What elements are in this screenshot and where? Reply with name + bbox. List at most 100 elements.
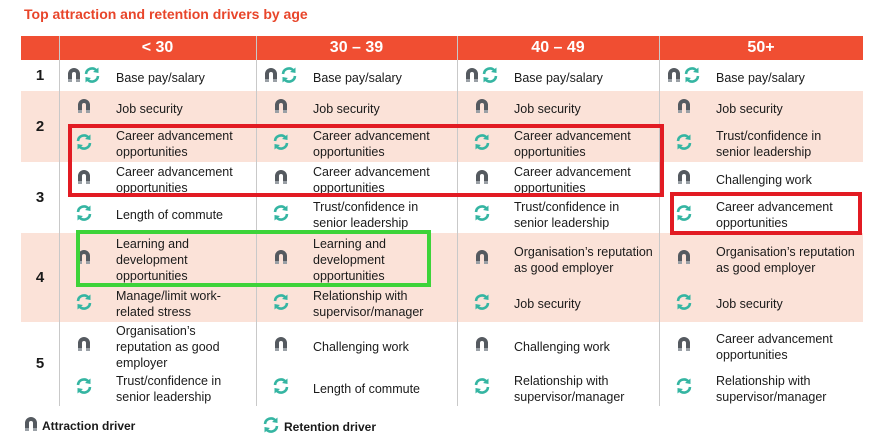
row-band (21, 60, 863, 91)
driver-icons (60, 322, 108, 371)
driver-icons (458, 286, 506, 322)
driver-label: Career advancement opportunities (116, 164, 233, 195)
driver-cell: Base pay/salary (257, 60, 457, 95)
refresh-icon (683, 66, 701, 89)
magnet-icon (465, 67, 479, 88)
driver-icons (257, 197, 305, 233)
driver-label: Career advancement opportunities (716, 200, 833, 230)
driver-cell: Base pay/salary (60, 60, 256, 95)
driver-label: Career advancement opportunities (514, 164, 631, 195)
driver-icons (257, 91, 305, 126)
driver-icons (660, 60, 708, 95)
driver-icons (257, 162, 305, 197)
driver-cell: Relationship with supervisor/manager (660, 371, 863, 406)
driver-cell: Manage/limit work-related stress (60, 286, 256, 322)
driver-label: Manage/limit work-related stress (116, 289, 221, 319)
magnet-icon (24, 416, 38, 435)
refresh-icon (75, 377, 93, 400)
refresh-icon (481, 66, 499, 89)
driver-icons (257, 126, 305, 162)
refresh-icon (272, 133, 290, 156)
legend-retention-label: Retention driver (284, 419, 377, 434)
rank-number: 3 (35, 189, 45, 206)
refresh-icon (272, 293, 290, 316)
driver-label: Job security (313, 101, 380, 116)
magnet-icon (475, 169, 489, 190)
refresh-icon (473, 377, 491, 400)
legend-attraction: Attraction driver (24, 416, 135, 435)
driver-cell: Trust/confidence in senior leadership (60, 371, 256, 406)
driver-cell: Job security (60, 91, 256, 126)
magnet-icon (475, 336, 489, 357)
driver-icons (60, 126, 108, 162)
driver-label: Relationship with supervisor/manager (514, 373, 625, 404)
driver-cell: Organisation’s reputation as good employ… (60, 322, 256, 371)
driver-label: Job security (514, 101, 581, 116)
column-divider (59, 36, 60, 406)
driver-cell: Length of commute (60, 197, 256, 233)
legend-attraction-label: Attraction driver (42, 418, 136, 433)
driver-label: Organisation’s reputation as good employ… (116, 323, 220, 370)
driver-cell: Length of commute (257, 371, 457, 406)
driver-cell: Career advancement opportunities (257, 126, 457, 162)
driver-icons (60, 162, 108, 197)
driver-cell: Learning and development opportunities (60, 233, 256, 286)
driver-cell: Challenging work (458, 322, 659, 371)
driver-label: Job security (716, 101, 783, 116)
driver-label: Organisation’s reputation as good employ… (716, 244, 855, 275)
driver-cell: Trust/confidence in senior leadership (660, 126, 863, 162)
driver-cell: Base pay/salary (660, 60, 863, 95)
table-header: < 30 30 – 39 40 – 49 50+ (21, 36, 863, 60)
driver-icons (660, 91, 708, 126)
column-header: 30 – 39 (329, 39, 384, 56)
driver-label: Career advancement opportunities (313, 164, 430, 195)
magnet-icon (677, 336, 691, 357)
refresh-icon (75, 204, 93, 227)
magnet-icon (264, 67, 278, 88)
magnet-icon (274, 249, 288, 270)
driver-cell: Job security (458, 91, 659, 126)
driver-label: Base pay/salary (116, 70, 205, 85)
driver-icons (660, 197, 708, 233)
driver-icons (257, 233, 305, 286)
magnet-icon (77, 169, 91, 190)
magnet-icon (77, 336, 91, 357)
driver-label: Learning and development opportunities (313, 236, 386, 283)
driver-icons (60, 233, 108, 286)
driver-icons (458, 162, 506, 197)
magnet-icon (677, 98, 691, 119)
row-band (21, 162, 863, 233)
refresh-icon (473, 133, 491, 156)
driver-label: Trust/confidence in senior leadership (514, 200, 620, 230)
refresh-icon (473, 204, 491, 227)
driver-icons (458, 371, 506, 406)
column-header: 40 – 49 (531, 39, 585, 56)
driver-icons (60, 371, 108, 406)
column-header: 50+ (747, 39, 775, 56)
driver-icons (660, 322, 708, 371)
magnet-icon (77, 98, 91, 119)
driver-cell: Career advancement opportunities (257, 162, 457, 197)
magnet-icon (274, 336, 288, 357)
magnet-icon (274, 98, 288, 119)
refresh-icon (675, 293, 693, 316)
driver-icons (60, 91, 108, 126)
driver-cell: Relationship with supervisor/manager (257, 286, 457, 322)
magnet-icon (274, 169, 288, 190)
driver-label: Base pay/salary (514, 70, 603, 85)
driver-icons (458, 197, 506, 233)
driver-cell: Career advancement opportunities (458, 126, 659, 162)
driver-cell: Career advancement opportunities (458, 162, 659, 197)
row-band (21, 322, 863, 406)
driver-label: Job security (116, 101, 183, 116)
column-divider (659, 36, 660, 406)
driver-label: Challenging work (514, 339, 610, 354)
column-divider (457, 36, 458, 406)
driver-icons (257, 322, 305, 371)
refresh-icon (675, 204, 693, 227)
refresh-icon (272, 204, 290, 227)
driver-label: Base pay/salary (716, 70, 805, 85)
driver-label: Length of commute (313, 381, 421, 396)
driver-label: Career advancement opportunities (116, 129, 233, 159)
driver-cell: Job security (458, 286, 659, 322)
